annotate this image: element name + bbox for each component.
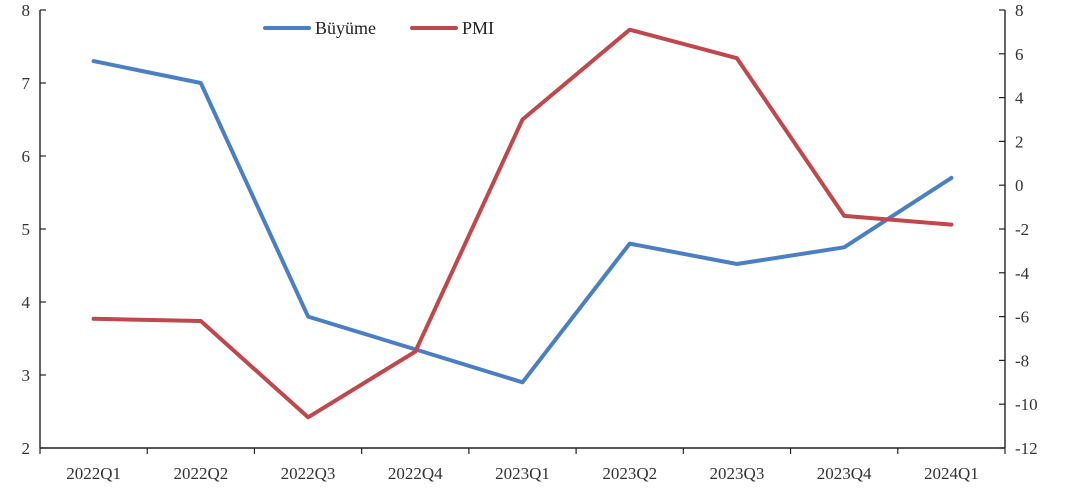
legend: Büyüme PMI [263, 18, 494, 38]
x-tick-label: 2022Q1 [66, 464, 121, 483]
x-tick-label: 2022Q2 [173, 464, 228, 483]
right-y-tick-label: 6 [1015, 45, 1024, 64]
legend-label: PMI [462, 18, 494, 38]
left-y-tick-label: 7 [22, 74, 31, 93]
right-y-tick-label: -6 [1015, 308, 1029, 327]
x-tick-label: 2023Q2 [602, 464, 657, 483]
x-tick-label: 2022Q4 [388, 464, 443, 483]
right-y-tick-label: -8 [1015, 351, 1029, 370]
x-tick-label: 2023Q4 [817, 464, 872, 483]
x-tick-label: 2024Q1 [924, 464, 979, 483]
x-tick-label: 2023Q3 [710, 464, 765, 483]
left-y-tick-label: 4 [22, 293, 31, 312]
left-y-tick-label: 2 [22, 439, 31, 458]
right-y-tick-label: 8 [1015, 1, 1024, 20]
axes: 2 3 4 5 6 7 8 -12 -10 -8 -6 -4 -2 0 2 4 6 8 2022Q1 2022Q2 20… [22, 1, 1038, 483]
x-tick-label: 2022Q3 [281, 464, 336, 483]
x-tick-label: 2023Q1 [495, 464, 550, 483]
legend-label: Büyüme [315, 18, 376, 38]
right-y-tick-label: 2 [1015, 132, 1024, 151]
right-y-tick-label: -12 [1015, 439, 1038, 458]
series-line-buyume [91, 59, 954, 385]
right-y-tick-label: -4 [1015, 264, 1030, 283]
left-y-tick-label: 5 [22, 220, 31, 239]
series-line-pmi [91, 27, 954, 420]
right-y-tick-label: -10 [1015, 395, 1038, 414]
left-y-tick-label: 3 [22, 366, 31, 385]
left-y-tick-label: 8 [22, 1, 31, 20]
right-y-tick-label: -2 [1015, 220, 1029, 239]
right-y-tick-label: 4 [1015, 89, 1024, 108]
series-layer [91, 27, 954, 420]
legend-item: PMI [410, 18, 494, 38]
right-y-tick-label: 0 [1015, 176, 1024, 195]
legend-item: Büyüme [263, 18, 376, 38]
left-y-tick-label: 6 [22, 147, 31, 166]
